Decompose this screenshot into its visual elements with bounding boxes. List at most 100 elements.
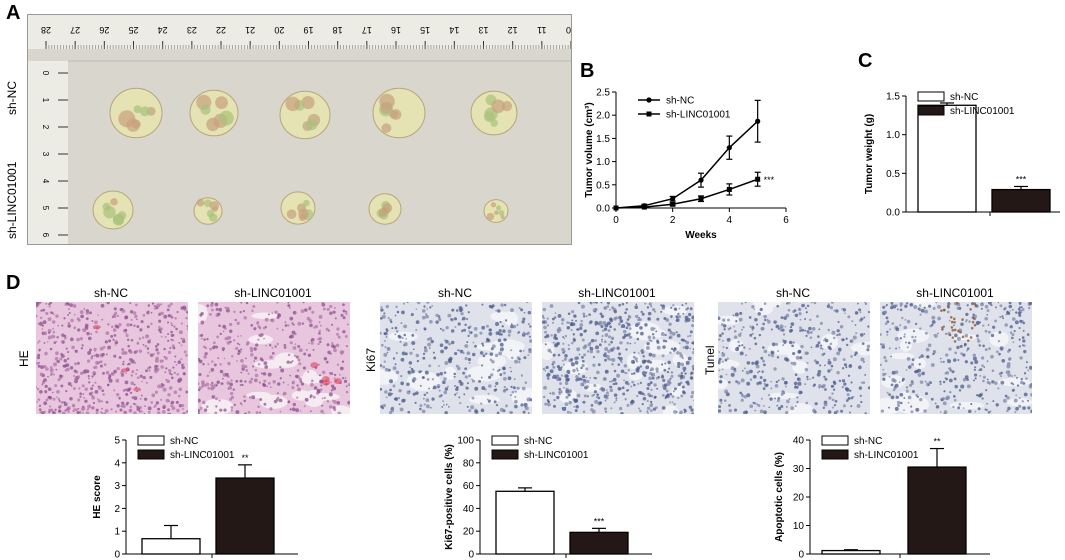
stain-label-ki67: Ki67	[364, 347, 378, 372]
tissue-nucleus	[648, 376, 653, 381]
tissue-nucleus	[65, 390, 68, 393]
tissue-nucleus	[486, 338, 490, 342]
tissue-nucleus	[336, 332, 340, 336]
tissue-nucleus	[831, 406, 834, 409]
tissue-nucleus	[129, 358, 133, 362]
tissue-nucleus	[653, 396, 657, 399]
tissue-nucleus	[498, 368, 501, 371]
tissue-nucleus	[276, 392, 279, 395]
tissue-nucleus	[178, 330, 183, 335]
tissue-nucleus	[952, 405, 955, 409]
tissue-nucleus	[116, 404, 120, 408]
tissue-nucleus	[903, 397, 906, 399]
tissue-nucleus	[882, 377, 886, 381]
tissue-nucleus	[428, 346, 431, 349]
tissue-nucleus	[718, 338, 721, 341]
tissue-positive-cell	[950, 326, 954, 329]
tissue-nucleus	[507, 376, 512, 381]
tissue-nucleus	[799, 356, 803, 360]
tissue-nucleus	[454, 384, 456, 387]
tissue-nucleus	[593, 383, 597, 388]
tissue-nucleus	[580, 366, 583, 370]
tissue-nucleus	[321, 404, 324, 407]
tissue-nucleus	[780, 316, 784, 320]
tissue-nucleus	[813, 302, 817, 305]
tissue-nucleus	[851, 320, 854, 323]
tissue-nucleus	[903, 335, 906, 338]
tissue-nucleus	[638, 390, 642, 395]
tissue-nucleus	[97, 398, 99, 400]
tissue-nucleus	[427, 342, 431, 347]
ruler-top-label: 25	[128, 25, 138, 35]
tissue-nucleus	[937, 332, 939, 335]
tissue-nucleus	[763, 314, 767, 319]
tissue-nucleus	[347, 400, 350, 405]
ki67-title-sh-linc01001: sh-LINC01001	[578, 286, 656, 300]
tissue-nucleus	[121, 351, 126, 355]
tissue-nucleus	[251, 395, 256, 400]
chart-b-significance: ***	[764, 175, 775, 185]
tissue-nucleus	[243, 399, 247, 403]
tissue-nucleus	[69, 337, 74, 342]
tissue-nucleus	[824, 338, 829, 343]
tissue-nucleus	[986, 380, 990, 384]
tissue-nucleus	[128, 408, 133, 413]
tissue-nucleus	[80, 347, 84, 350]
tissue-nucleus	[260, 372, 263, 375]
tissue-nucleus	[147, 340, 151, 344]
tissue-nucleus	[762, 322, 765, 326]
tissue-nucleus	[402, 302, 405, 305]
tissue-nucleus	[609, 358, 612, 361]
tissue-nucleus	[691, 412, 694, 414]
tissue-nucleus	[570, 322, 574, 326]
tissue-nucleus	[175, 327, 178, 331]
tissue-nucleus	[718, 351, 721, 353]
tissue-nucleus	[590, 404, 594, 407]
tissue-nucleus	[238, 343, 241, 346]
tissue-nucleus	[983, 366, 986, 368]
tissue-nucleus	[342, 330, 346, 334]
tissue-nucleus	[164, 356, 168, 360]
tissue-nucleus	[229, 329, 233, 333]
tissue-nucleus	[160, 365, 164, 369]
tissue-nucleus	[819, 346, 823, 350]
tissue-nucleus	[499, 407, 504, 412]
tissue-nucleus	[211, 360, 214, 363]
chart-d-ki67-bar-sh-linc01001	[569, 531, 629, 555]
tumor-sh-nc	[279, 90, 331, 140]
tissue-nucleus	[774, 397, 777, 400]
tissue-nucleus	[880, 363, 882, 366]
tissue-nucleus	[430, 406, 432, 409]
tissue-nucleus	[163, 355, 166, 358]
tissue-nucleus	[769, 397, 773, 401]
tissue-nucleus	[828, 347, 832, 351]
tissue-nucleus	[740, 302, 743, 305]
tissue-nucleus	[241, 367, 245, 371]
tissue-nucleus	[527, 310, 532, 315]
tissue-nucleus	[1001, 358, 1006, 363]
ruler-left	[28, 61, 68, 244]
tissue-nucleus	[915, 407, 920, 412]
tissue-nucleus	[499, 320, 502, 324]
tissue-lumen	[251, 312, 279, 319]
tissue-nucleus	[101, 407, 103, 410]
tissue-nucleus	[127, 344, 130, 348]
tissue-nucleus	[481, 325, 486, 330]
tissue-nucleus	[756, 323, 759, 326]
tissue-nucleus	[444, 410, 448, 414]
tissue-nucleus	[859, 394, 862, 397]
tissue-nucleus	[134, 314, 138, 319]
tissue-nucleus	[113, 307, 117, 311]
tissue-nucleus	[384, 367, 389, 372]
tissue-nucleus	[105, 353, 108, 356]
tissue-nucleus	[278, 398, 283, 403]
tissue-nucleus	[178, 387, 183, 391]
tissue-nucleus	[501, 325, 504, 328]
tissue-nucleus	[155, 348, 159, 352]
tissue-nucleus	[552, 360, 556, 365]
tissue-nucleus	[650, 327, 655, 331]
tissue-nucleus	[733, 330, 737, 333]
tissue-nucleus	[136, 325, 140, 328]
tissue-nucleus	[177, 394, 181, 398]
tissue-nucleus	[974, 373, 978, 377]
